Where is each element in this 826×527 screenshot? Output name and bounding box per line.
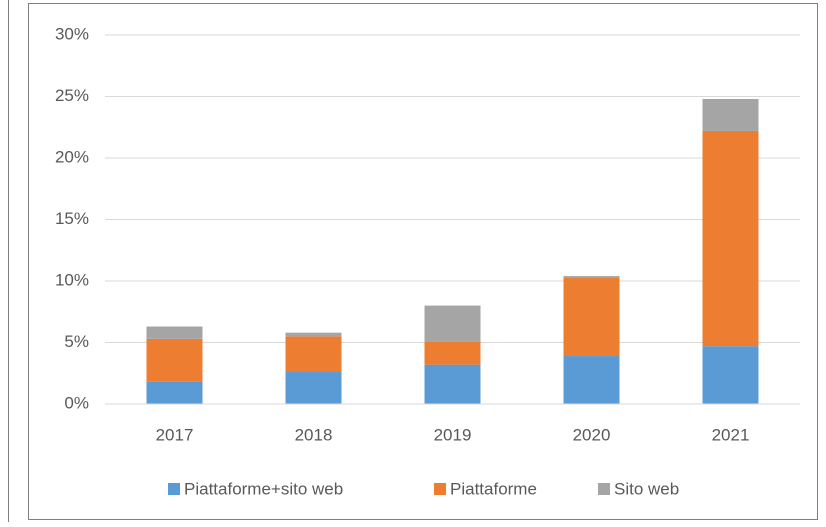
legend-swatch xyxy=(168,483,180,495)
chart-frame xyxy=(28,3,818,520)
y-tick-label: 10% xyxy=(55,270,89,289)
x-tick-label: 2021 xyxy=(712,425,750,444)
y-tick-label: 30% xyxy=(55,24,89,43)
bar-segment xyxy=(424,305,481,342)
bar-segment xyxy=(146,326,203,339)
bar-segment xyxy=(424,364,481,404)
legend-label: Sito web xyxy=(614,479,679,498)
legend-label: Piattaforme xyxy=(450,479,537,498)
legend-swatch xyxy=(598,483,610,495)
y-tick-label: 15% xyxy=(55,209,89,228)
legend-label: Piattaforme+sito web xyxy=(184,479,343,498)
bar-segment xyxy=(563,276,620,278)
y-tick-label: 5% xyxy=(64,332,89,351)
bar-segment xyxy=(702,98,759,131)
y-tick-label: 20% xyxy=(55,147,89,166)
legend-swatch xyxy=(434,483,446,495)
x-tick-label: 2018 xyxy=(295,425,333,444)
bar-segment xyxy=(285,336,342,373)
bar-segment xyxy=(285,332,342,337)
y-tick-label: 0% xyxy=(64,393,89,412)
bar-segment xyxy=(702,130,759,347)
bar-segment xyxy=(563,356,620,404)
bar-segment xyxy=(563,277,620,357)
x-tick-label: 2017 xyxy=(156,425,194,444)
bar-segment xyxy=(285,372,342,404)
bar-segment xyxy=(146,381,203,404)
x-tick-label: 2020 xyxy=(573,425,611,444)
bar-segment xyxy=(146,338,203,382)
bar-segment xyxy=(424,341,481,365)
bar-segment xyxy=(702,346,759,404)
x-tick-label: 2019 xyxy=(434,425,472,444)
y-tick-label: 25% xyxy=(55,86,89,105)
